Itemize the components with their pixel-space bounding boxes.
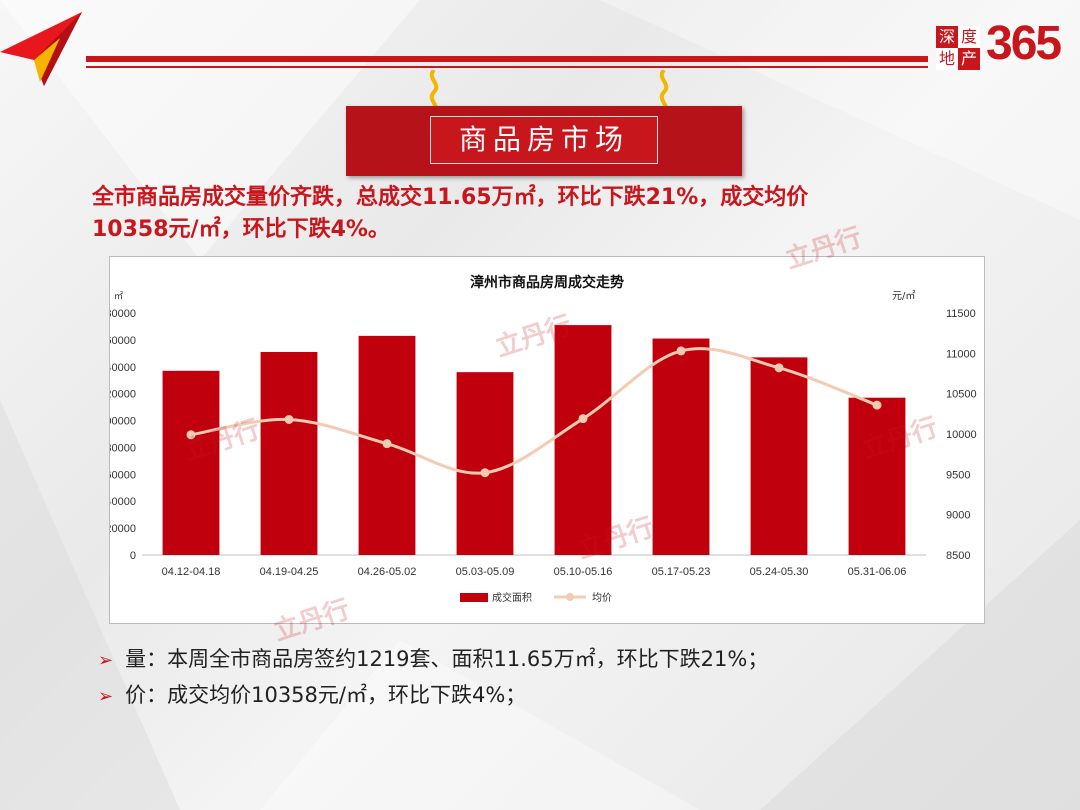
section-title: 商品房市场 xyxy=(430,116,658,164)
bullet-text: 价：成交均价10358元/㎡，环比下跌4%； xyxy=(125,683,527,707)
headline: 全市商品房成交量价齐跌，总成交11.65万㎡，环比下跌21%，成交均价 1035… xyxy=(92,182,992,246)
bullet-item-price: ➢ 价：成交均价10358元/㎡，环比下跌4%； xyxy=(98,678,768,714)
y-left-tick-label: 180000 xyxy=(110,308,136,320)
y-right-tick-label: 11000 xyxy=(946,348,976,360)
bar-7 xyxy=(750,357,808,555)
x-tick-label: 05.10-05.16 xyxy=(554,566,613,578)
y-left-tick-label: 60000 xyxy=(110,469,136,481)
price-point-6 xyxy=(676,346,686,356)
logo-char-4: 产 xyxy=(958,48,980,70)
headline-line-1: 全市商品房成交量价齐跌，总成交11.65万㎡，环比下跌21%，成交均价 xyxy=(92,185,809,210)
chart-title: 漳州市商品房周成交走势 xyxy=(470,274,624,291)
y-right-tick-label: 9500 xyxy=(946,469,970,481)
y-right-tick-label: 8500 xyxy=(946,550,970,562)
x-tick-label: 05.31-06.06 xyxy=(848,566,907,578)
section-banner: 商品房市场 xyxy=(346,106,742,176)
y-left-tick-label: 0 xyxy=(130,550,136,562)
bar-8 xyxy=(848,397,906,555)
bar-6 xyxy=(652,338,710,555)
price-point-3 xyxy=(382,439,392,449)
arrow-bullet-icon: ➢ xyxy=(98,650,114,671)
x-tick-label: 04.12-04.18 xyxy=(162,566,221,578)
y-left-tick-label: 140000 xyxy=(110,362,136,374)
price-point-5 xyxy=(578,414,588,424)
headline-line-2: 10358元/㎡，环比下跌4%。 xyxy=(92,217,390,242)
y-right-tick-label: 11500 xyxy=(946,308,976,320)
y-right-unit: 元/㎡ xyxy=(892,290,915,302)
price-point-1 xyxy=(186,430,196,440)
logo-char-3: 地 xyxy=(936,48,958,70)
bullet-list: ➢ 量：本周全市商品房签约1219套、面积11.65万㎡，环比下跌21%； ➢ 价：… xyxy=(98,642,768,714)
price-point-4 xyxy=(480,468,490,478)
y-left-tick-label: 100000 xyxy=(110,416,136,428)
y-left-tick-label: 80000 xyxy=(110,442,136,454)
arrow-bullet-icon: ➢ xyxy=(98,686,114,707)
legend-label-price: 均价 xyxy=(592,592,612,604)
bar-1 xyxy=(162,370,220,555)
bullet-item-volume: ➢ 量：本周全市商品房签约1219套、面积11.65万㎡，环比下跌21%； xyxy=(98,642,768,678)
y-left-tick-label: 120000 xyxy=(110,389,136,401)
x-tick-label: 04.19-04.25 xyxy=(260,566,319,578)
x-tick-label: 04.26-05.02 xyxy=(358,566,417,578)
y-left-unit: ㎡ xyxy=(114,291,123,302)
legend-marker-price xyxy=(566,593,574,601)
price-line xyxy=(190,347,878,475)
paper-plane-icon xyxy=(0,12,82,86)
x-tick-label: 05.03-05.09 xyxy=(456,566,515,578)
price-point-7 xyxy=(774,363,784,373)
price-point-8 xyxy=(872,400,882,410)
bar-2 xyxy=(260,351,318,555)
y-right-tick-label: 10500 xyxy=(946,389,977,401)
bullet-text: 量：本周全市商品房签约1219套、面积11.65万㎡，环比下跌21%； xyxy=(125,647,769,671)
bar-5 xyxy=(554,325,612,555)
bar-4 xyxy=(456,372,514,555)
y-left-tick-label: 40000 xyxy=(110,496,136,508)
x-tick-label: 05.17-05.23 xyxy=(652,566,711,578)
y-right-tick-label: 9000 xyxy=(946,510,970,522)
logo-char-1: 深 xyxy=(936,26,958,48)
legend-label-area: 成交面积 xyxy=(492,591,532,604)
logo-number: 365 xyxy=(986,17,1062,70)
y-left-tick-label: 160000 xyxy=(110,335,136,347)
y-right-tick-label: 10000 xyxy=(946,429,977,441)
logo-char-2: 度 xyxy=(958,26,980,48)
legend-swatch-area xyxy=(460,593,488,602)
header-rule-thick xyxy=(86,56,928,62)
price-point-2 xyxy=(284,414,294,424)
x-tick-label: 05.24-05.30 xyxy=(750,566,809,578)
header-rule-thin xyxy=(86,66,928,68)
brand-logo: 深 度 地 产 365 xyxy=(936,16,1076,74)
